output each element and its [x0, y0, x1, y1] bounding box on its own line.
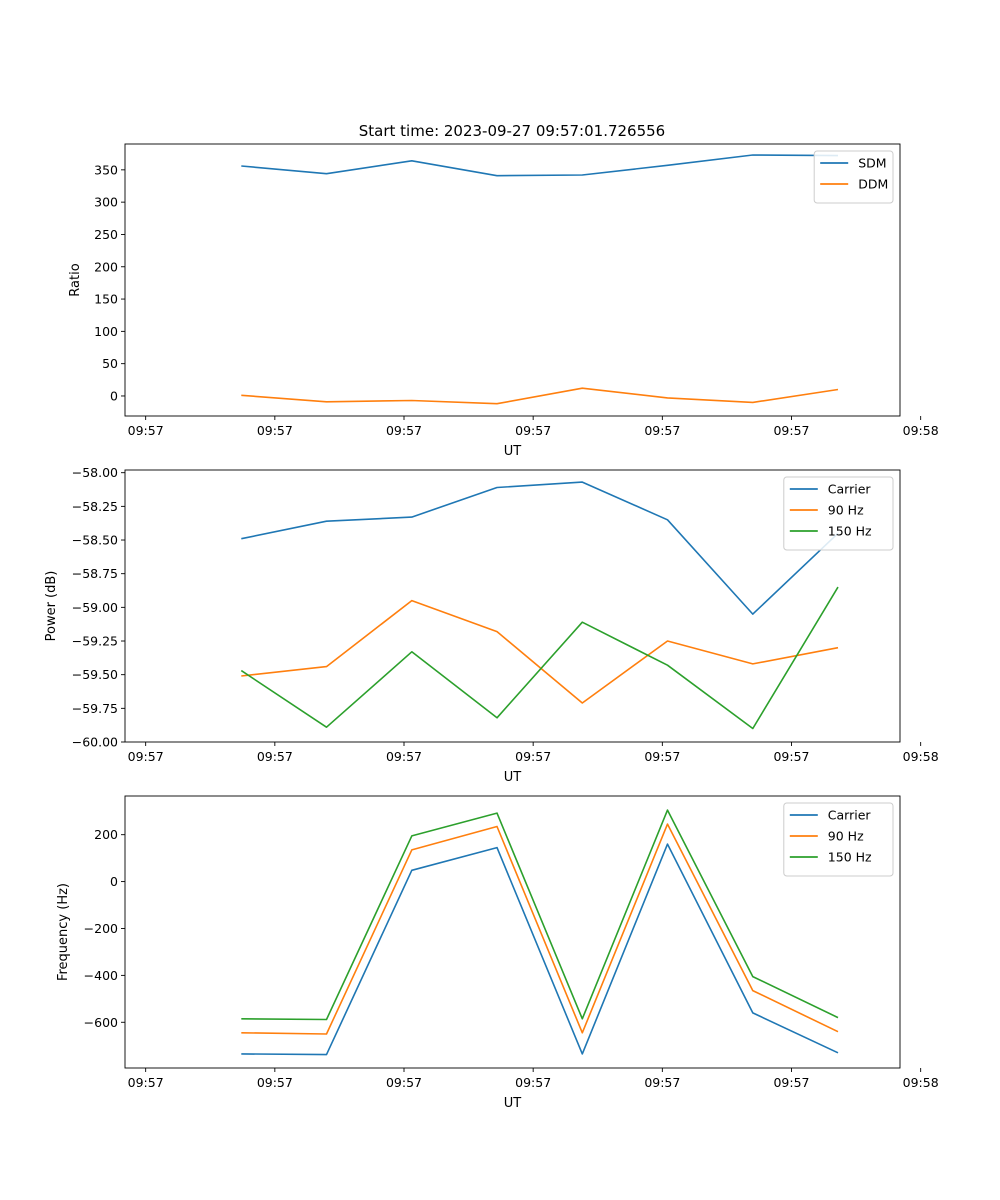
y-tick-label: 0	[110, 874, 118, 889]
y-axis-label: Frequency (Hz)	[56, 883, 71, 981]
series-line-150-hz	[241, 809, 839, 1021]
x-tick-label: 09:57	[386, 423, 422, 438]
x-tick-label: 09:57	[257, 423, 293, 438]
y-tick-label: 0	[110, 388, 118, 403]
series-line-sdm	[241, 154, 839, 177]
x-tick-label: 09:57	[128, 749, 164, 764]
y-tick-label: −59.75	[72, 701, 118, 716]
plot-frame	[124, 469, 901, 743]
y-axis-label: Power (dB)	[44, 571, 59, 642]
y-tick-label: −58.00	[72, 465, 118, 480]
x-axis-label: UT	[504, 770, 522, 785]
y-tick-label: 150	[94, 292, 118, 307]
x-tick-label: 09:58	[903, 1075, 939, 1090]
y-tick-label: −200	[84, 921, 118, 936]
panel-2: 09:57 09:57 09:57 09:57 09:57 09:57 09:58 −60.0…	[44, 465, 939, 785]
y-tick-label: −59.00	[72, 600, 118, 615]
legend: Carrier 90 Hz 150 Hz	[783, 476, 894, 551]
y-tick-label: 200	[94, 259, 118, 274]
legend-label: 150 Hz	[828, 524, 872, 539]
legend-label: Carrier	[828, 482, 872, 497]
figure-title: Start time: 2023-09-27 09:57:01.726556	[359, 122, 665, 140]
legend-label: 150 Hz	[828, 850, 872, 865]
legend-label: 90 Hz	[828, 829, 864, 844]
x-tick-label: 09:57	[128, 1075, 164, 1090]
panel-1: 09:57 09:57 09:57 09:57 09:57 09:57 09:58 0 50 10…	[68, 143, 939, 459]
x-tick-label: 09:57	[773, 749, 809, 764]
series-line-90-hz	[241, 599, 839, 704]
x-tick-label: 09:57	[515, 423, 551, 438]
x-tick-label: 09:57	[773, 1075, 809, 1090]
x-tick-label: 09:57	[257, 1075, 293, 1090]
legend-box	[813, 150, 894, 204]
plot-frame	[124, 143, 901, 417]
y-tick-label: −58.25	[72, 499, 118, 514]
y-tick-label: −600	[84, 1015, 118, 1030]
plot-frame	[124, 795, 901, 1069]
x-tick-label: 09:57	[515, 749, 551, 764]
x-tick-label: 09:57	[773, 423, 809, 438]
x-axis-label: UT	[504, 444, 522, 459]
y-tick-label: 300	[94, 195, 118, 210]
x-tick-label: 09:58	[903, 423, 939, 438]
legend-label: DDM	[858, 177, 888, 192]
x-tick-label: 09:57	[644, 749, 680, 764]
y-tick-label: 350	[94, 162, 118, 177]
y-tick-label: −60.00	[72, 735, 118, 750]
y-tick-label: −59.50	[72, 667, 118, 682]
x-tick-label: 09:57	[128, 423, 164, 438]
series-line-carrier	[241, 843, 839, 1056]
legend-label: 90 Hz	[828, 503, 864, 518]
x-tick-label: 09:57	[515, 1075, 551, 1090]
y-axis-label: Ratio	[68, 263, 83, 296]
y-tick-label: −400	[84, 968, 118, 983]
x-tick-label: 09:57	[644, 1075, 680, 1090]
x-tick-label: 09:57	[257, 749, 293, 764]
y-tick-label: 200	[94, 827, 118, 842]
x-tick-label: 09:57	[644, 423, 680, 438]
series-line-ddm	[241, 387, 839, 405]
y-tick-label: 50	[102, 356, 118, 371]
y-tick-label: 100	[94, 324, 118, 339]
panel-3: 09:57 09:57 09:57 09:57 09:57 09:57 09:58 −600 −…	[56, 795, 939, 1111]
series-line-carrier	[241, 481, 839, 615]
x-axis-label: UT	[504, 1096, 522, 1111]
y-tick-label: −59.25	[72, 634, 118, 649]
y-tick-label: −58.50	[72, 533, 118, 548]
x-tick-label: 09:57	[386, 1075, 422, 1090]
legend: SDM DDM	[813, 150, 894, 204]
x-tick-label: 09:57	[386, 749, 422, 764]
x-tick-label: 09:58	[903, 749, 939, 764]
legend-label: Carrier	[828, 808, 872, 823]
series-line-150-hz	[240, 586, 839, 730]
legend-label: SDM	[858, 156, 886, 171]
legend: Carrier 90 Hz 150 Hz	[783, 802, 894, 877]
y-tick-label: 250	[94, 227, 118, 242]
y-tick-label: −58.75	[72, 566, 118, 581]
series-line-90-hz	[241, 823, 839, 1035]
